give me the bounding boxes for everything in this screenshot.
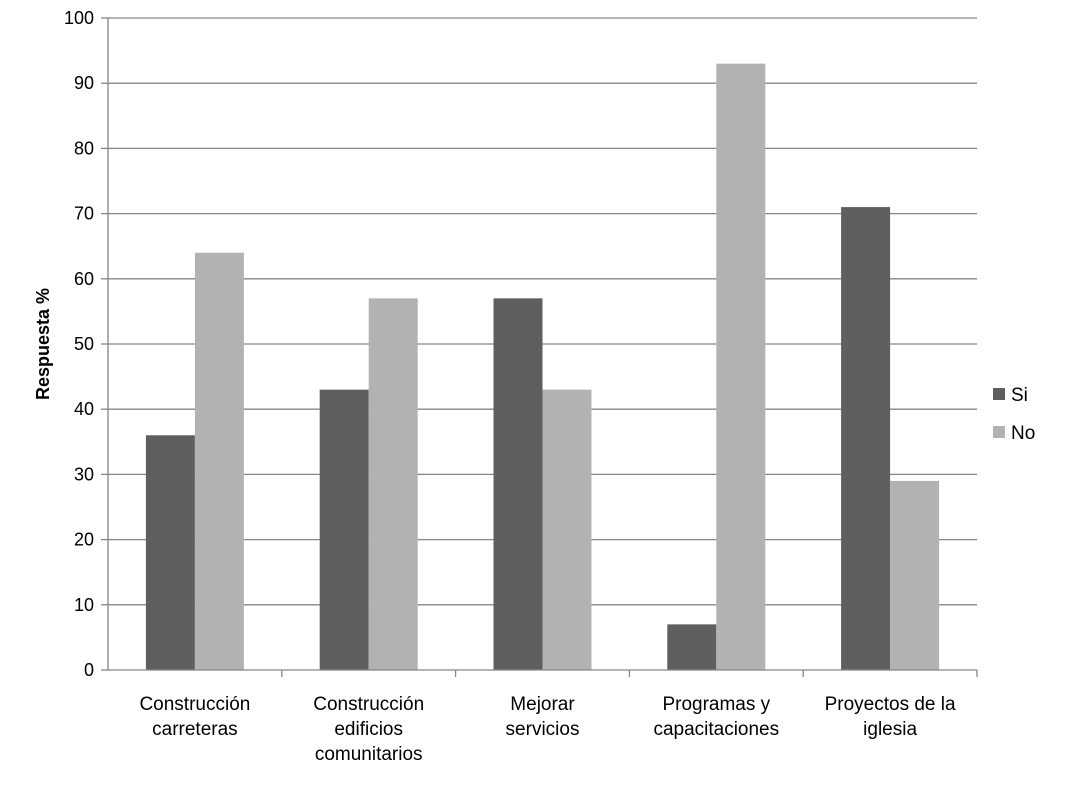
y-tick-label: 40 — [74, 399, 94, 419]
x-category-label: Mejorar servicios — [506, 694, 580, 740]
y-tick-label: 20 — [74, 530, 94, 550]
y-axis-label: Respuesta % — [33, 288, 53, 400]
bar-si-5 — [841, 207, 891, 670]
legend-label-si: Si — [1011, 385, 1028, 406]
bars — [145, 63, 940, 670]
x-category-label: Construcción carreteras — [139, 694, 250, 740]
y-tick-label: 100 — [64, 8, 94, 28]
bar-no-3 — [542, 389, 592, 670]
x-category-label-line: iglesia — [863, 719, 917, 740]
bar-no-2 — [368, 298, 418, 670]
axes — [107, 18, 977, 671]
y-tick-label: 0 — [84, 660, 94, 680]
y-tick-label: 70 — [74, 204, 94, 224]
bar-si-4 — [667, 624, 717, 670]
x-category-label-line: edificios — [334, 719, 403, 740]
bar-si-2 — [319, 389, 369, 670]
legend-swatch-si — [993, 388, 1005, 400]
y-tick-label: 50 — [74, 334, 94, 354]
x-category-label: Construcción edificios comunitarios — [313, 694, 424, 765]
x-category-label: Proyectos de la iglesia — [825, 694, 956, 740]
y-tick-labels: 0 10 20 30 40 50 60 70 80 90 100 — [64, 8, 94, 680]
y-tick-label: 30 — [74, 464, 94, 484]
x-category-label-line: comunitarios — [315, 744, 423, 765]
x-category-label-line: servicios — [506, 719, 580, 740]
legend: Si No — [993, 385, 1035, 444]
x-category-label: Programas y capacitaciones — [653, 694, 779, 740]
x-category-labels: Construcción carreteras Construcción edific… — [139, 670, 978, 765]
y-tick-label: 60 — [74, 269, 94, 289]
x-category-label-line: Programas y — [662, 694, 770, 715]
x-category-label-line: Construcción — [139, 694, 250, 715]
bar-no-4 — [716, 63, 766, 670]
y-tick-label: 80 — [74, 138, 94, 158]
y-tick-label: 10 — [74, 595, 94, 615]
legend-swatch-no — [993, 426, 1005, 438]
legend-label-no: No — [1011, 423, 1035, 444]
bar-si-3 — [493, 298, 543, 670]
y-tick-label: 90 — [74, 73, 94, 93]
x-category-label-line: capacitaciones — [653, 719, 779, 740]
x-category-label-line: carreteras — [152, 719, 238, 740]
bar-no-5 — [890, 480, 940, 670]
x-category-label-line: Construcción — [313, 694, 424, 715]
bar-no-1 — [194, 252, 244, 670]
x-category-label-line: Proyectos de la — [825, 694, 956, 715]
x-category-label-line: Mejorar — [510, 694, 575, 715]
bar-si-1 — [145, 435, 195, 670]
